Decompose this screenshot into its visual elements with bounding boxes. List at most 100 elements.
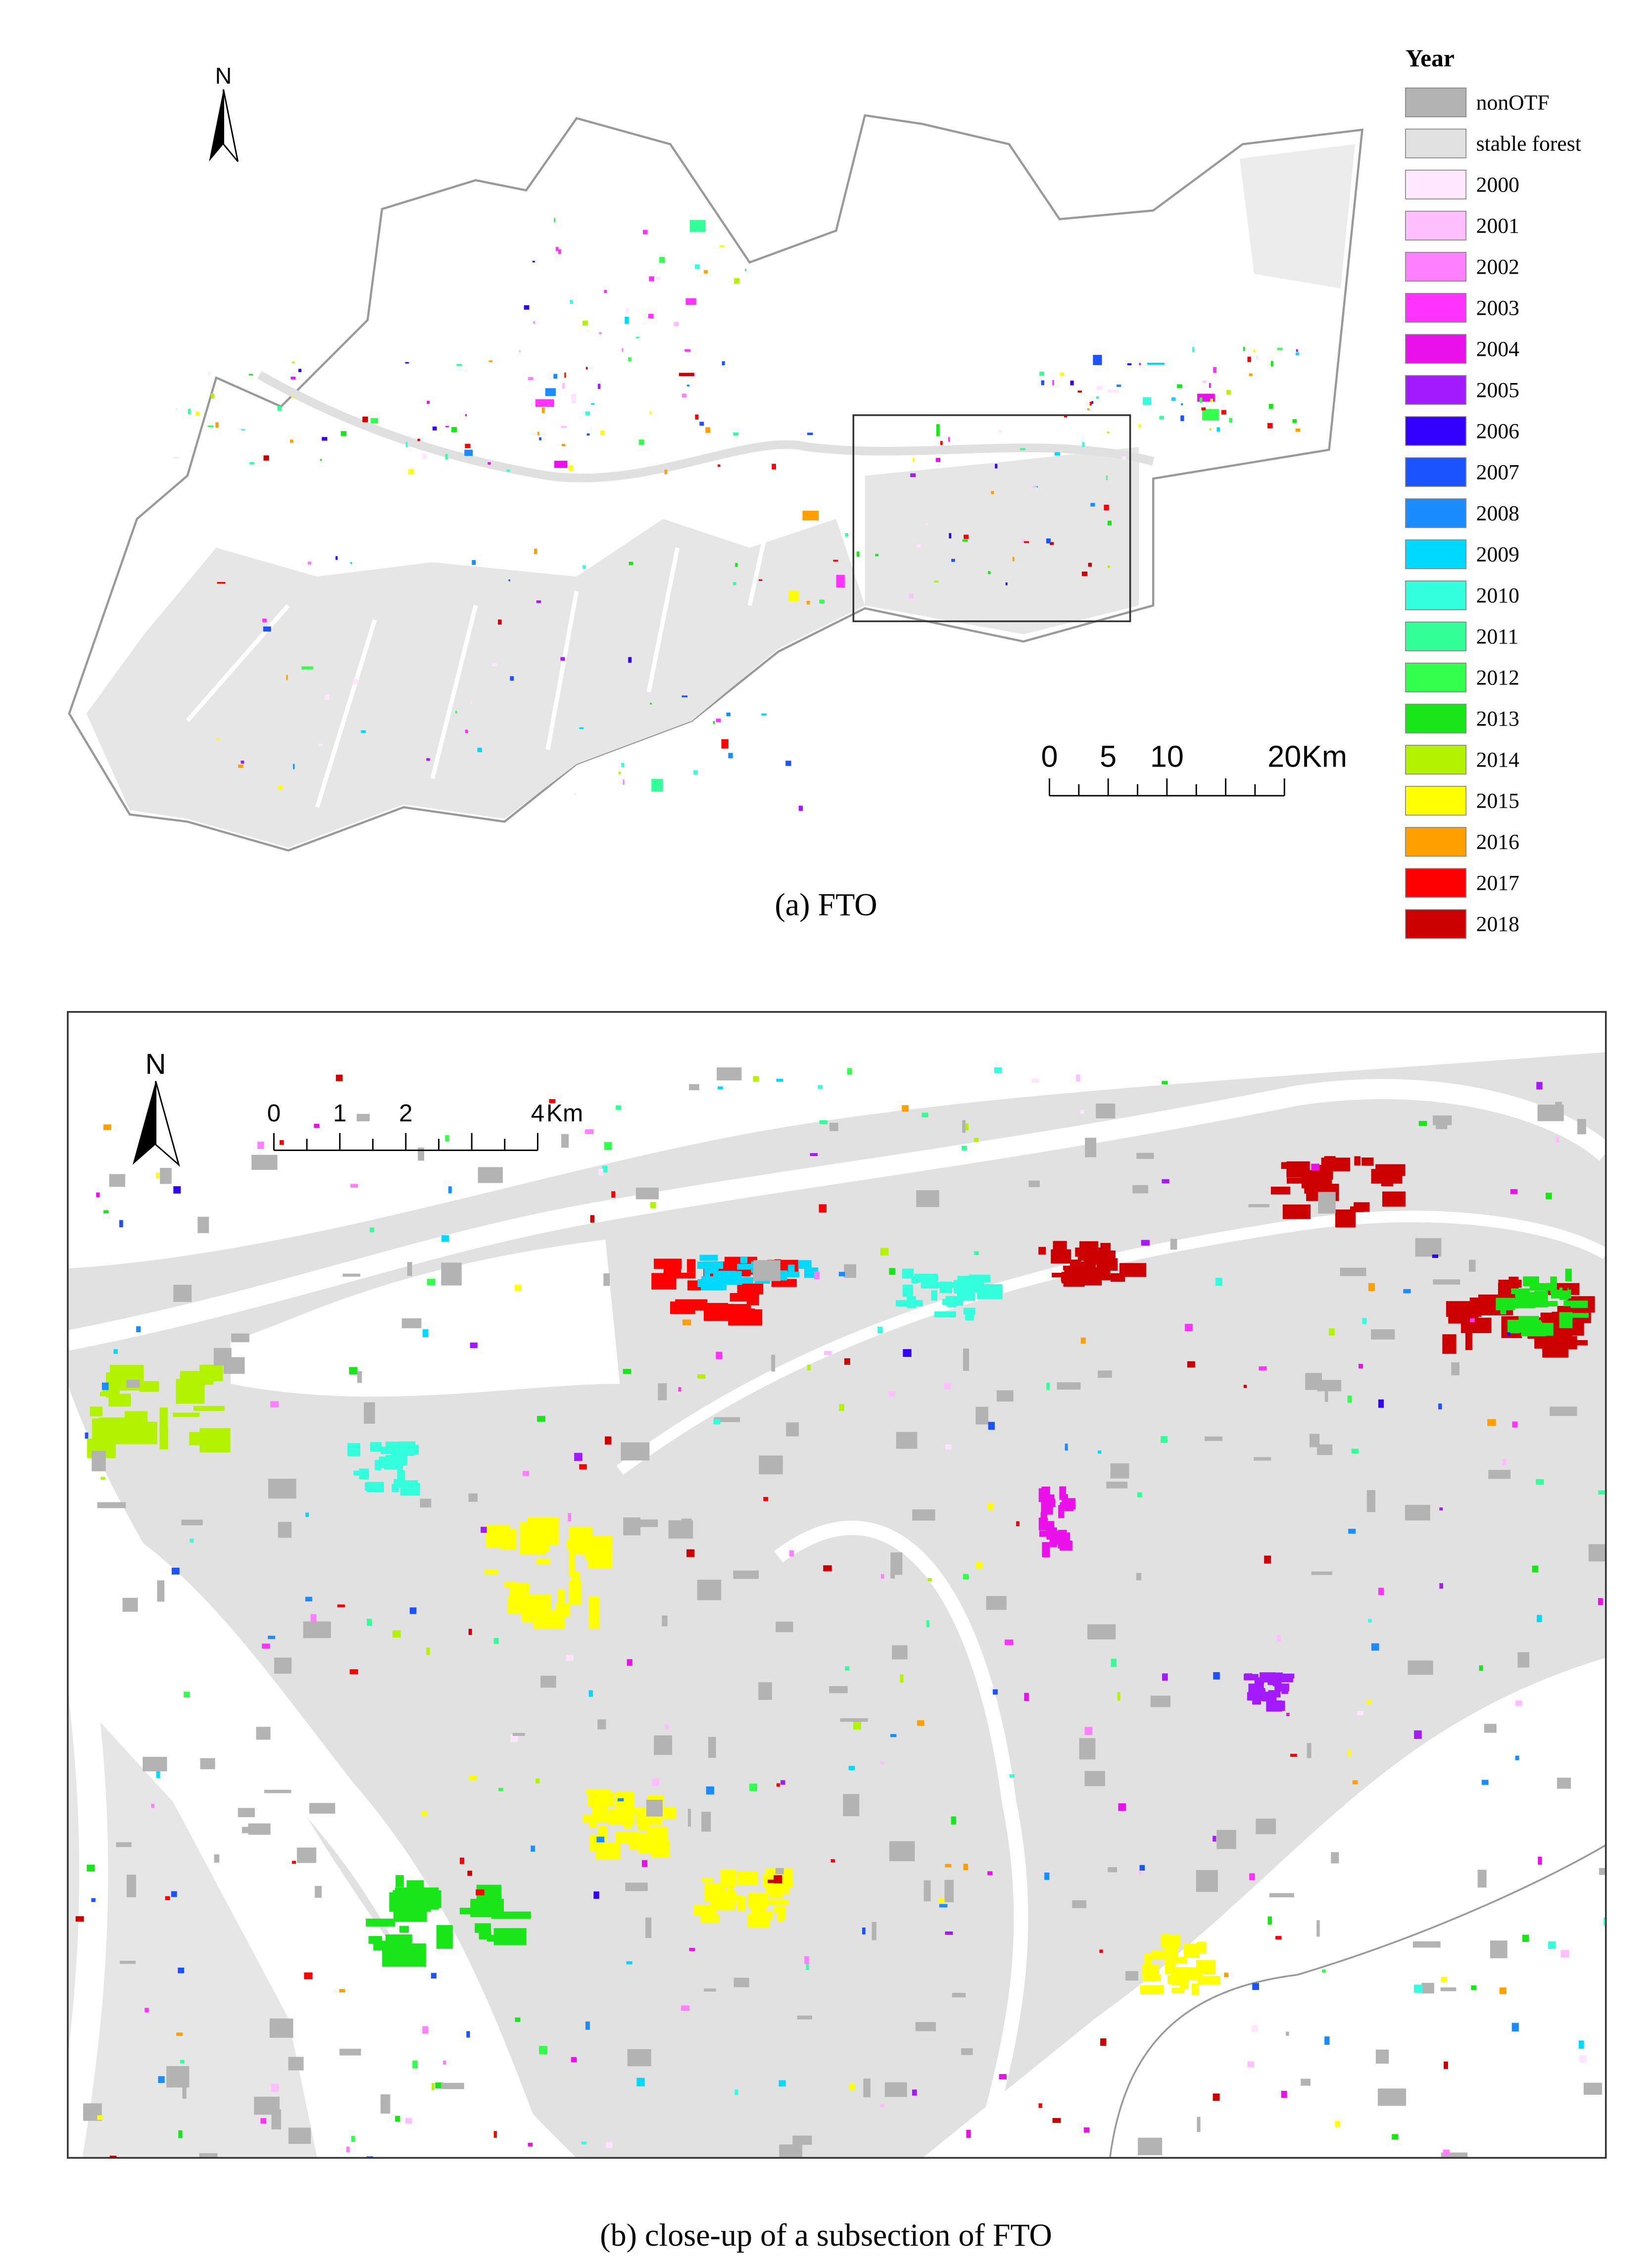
change-patch xyxy=(697,1374,706,1379)
change-patch xyxy=(536,600,541,603)
change-patch xyxy=(744,269,746,272)
change-patch xyxy=(1244,1673,1253,1680)
change-patch xyxy=(774,1906,781,1913)
change-patch xyxy=(936,424,940,436)
change-patch xyxy=(1276,1635,1281,1642)
change-patch xyxy=(540,1676,556,1688)
change-patch xyxy=(704,270,708,274)
change-patch xyxy=(1362,1318,1366,1324)
legend: Year nonOTF stable forest 2000 2001 2002 2003… xyxy=(1405,45,1581,939)
change-patch xyxy=(992,1689,998,1695)
change-patch xyxy=(890,1568,895,1579)
change-patch xyxy=(173,1186,181,1194)
change-patch xyxy=(1051,1531,1062,1544)
river xyxy=(774,1521,1028,2158)
change-patch xyxy=(902,1284,913,1297)
change-patch xyxy=(1317,1380,1342,1392)
change-patch xyxy=(263,626,271,632)
change-patch xyxy=(1381,1181,1393,1187)
change-patch xyxy=(582,1814,609,1823)
change-patch xyxy=(1418,1121,1427,1126)
change-patch xyxy=(1042,1542,1050,1557)
change-patch xyxy=(1063,1265,1083,1270)
change-patch xyxy=(109,2156,117,2158)
forest-area xyxy=(86,519,865,848)
change-patch xyxy=(568,1513,572,1522)
legend-swatch xyxy=(1405,292,1467,323)
change-patch xyxy=(1414,1730,1422,1739)
change-patch xyxy=(406,1880,424,1888)
change-patch xyxy=(1052,1272,1075,1278)
change-patch xyxy=(216,737,220,740)
change-patch xyxy=(800,433,803,435)
change-patch xyxy=(1256,355,1259,360)
change-patch xyxy=(350,1184,358,1188)
change-patch xyxy=(558,249,561,254)
legend-swatch xyxy=(1405,622,1467,652)
change-patch xyxy=(1441,2152,1468,2158)
scale-bar: 0 1 2 4 Km xyxy=(267,1100,583,1151)
change-patch xyxy=(996,1390,1014,1402)
scale-label: 5 xyxy=(1100,740,1117,773)
change-patch xyxy=(193,1406,225,1411)
change-patch xyxy=(636,2077,645,2087)
change-patch xyxy=(456,364,462,366)
change-patch xyxy=(125,1411,148,1433)
change-patch xyxy=(700,1914,720,1923)
change-patch xyxy=(291,377,295,380)
change-patch xyxy=(176,2032,183,2036)
panel-a: N (a) FTO xyxy=(68,63,1363,922)
change-patch xyxy=(830,1859,835,1863)
change-patch xyxy=(1106,475,1108,481)
change-patch xyxy=(1079,1738,1096,1760)
change-patch xyxy=(445,426,449,428)
change-patch xyxy=(717,1271,742,1281)
change-patch xyxy=(231,1333,249,1343)
change-patch xyxy=(1267,423,1273,429)
change-patch xyxy=(1080,1337,1086,1344)
change-patch xyxy=(844,1264,856,1278)
change-patch xyxy=(362,416,368,423)
scale-bar: 0 5 10 20 Km xyxy=(1041,740,1347,797)
change-patch xyxy=(1537,1105,1564,1121)
change-patch xyxy=(271,2083,279,2092)
change-patch xyxy=(1531,1323,1554,1336)
change-patch xyxy=(753,1260,780,1281)
change-patch xyxy=(927,1578,932,1582)
valley xyxy=(186,475,781,808)
change-patch xyxy=(689,1084,699,1091)
change-patch xyxy=(491,1911,531,1919)
change-patch xyxy=(1252,1699,1262,1705)
change-patch xyxy=(336,556,338,560)
change-patch xyxy=(171,1891,177,1897)
change-patch xyxy=(506,469,510,472)
change-patch xyxy=(215,422,219,428)
river xyxy=(67,1569,108,2158)
change-patch xyxy=(564,372,566,378)
change-patch xyxy=(1550,1406,1577,1416)
change-patch xyxy=(675,1299,708,1306)
change-patch xyxy=(448,1186,452,1194)
change-patch xyxy=(1441,1977,1447,1982)
change-patch xyxy=(468,1493,478,1502)
change-patch xyxy=(721,739,729,749)
change-patch xyxy=(1335,2121,1340,2127)
change-patch xyxy=(1415,1238,1442,1257)
change-patch xyxy=(175,408,178,411)
change-patch xyxy=(605,1436,612,1445)
change-patch xyxy=(1052,2118,1061,2123)
change-patch xyxy=(1127,363,1132,366)
change-patch xyxy=(586,1789,611,1794)
change-patch xyxy=(686,385,690,386)
change-patch xyxy=(197,1216,209,1233)
change-patch xyxy=(763,1874,769,1887)
change-patch xyxy=(668,1520,693,1539)
change-patch xyxy=(1371,1329,1395,1340)
change-patch xyxy=(645,1917,652,1938)
change-patch xyxy=(1210,398,1213,402)
change-patch xyxy=(1251,2025,1258,2032)
change-patch xyxy=(617,1798,624,1802)
change-patch xyxy=(1570,1301,1588,1308)
change-patch xyxy=(704,1988,716,1992)
change-patch xyxy=(599,332,602,335)
